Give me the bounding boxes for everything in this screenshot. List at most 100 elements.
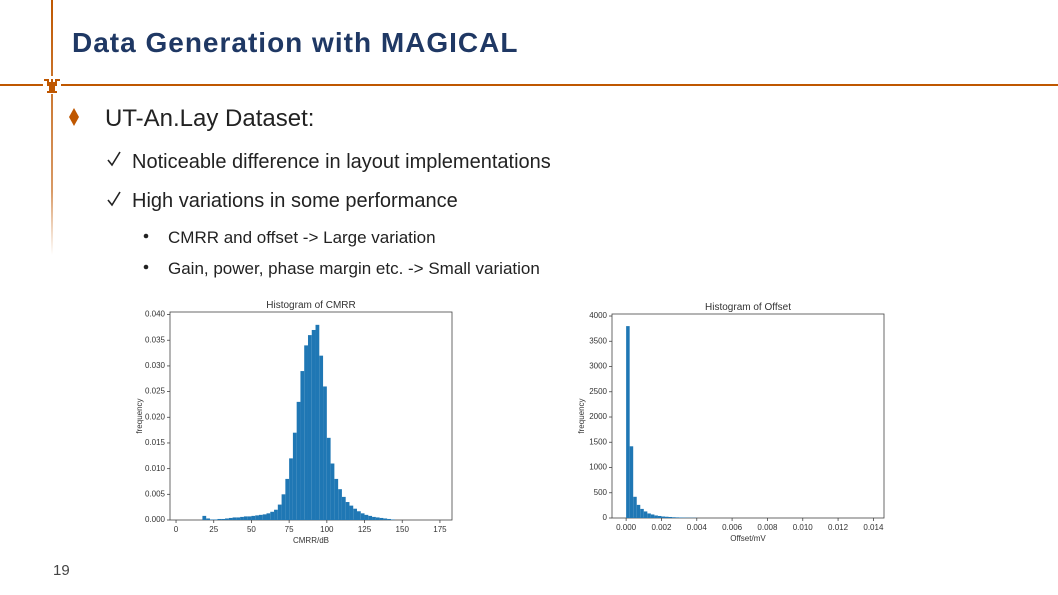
x-tick-label: 0.008 bbox=[757, 523, 778, 532]
histogram-bar bbox=[345, 502, 350, 520]
y-tick-label: 0.000 bbox=[145, 515, 166, 524]
histogram-bar bbox=[661, 516, 665, 518]
chart-title: Histogram of Offset bbox=[705, 302, 791, 313]
histogram-bar bbox=[383, 518, 388, 520]
y-tick-label: 2500 bbox=[589, 387, 607, 396]
histogram-bar bbox=[236, 517, 241, 520]
histogram-bar bbox=[262, 514, 267, 520]
histogram-bar bbox=[626, 326, 630, 518]
check-text: Noticeable difference in layout implemen… bbox=[132, 151, 551, 173]
histogram-bar bbox=[255, 515, 259, 520]
x-tick-label: 50 bbox=[247, 525, 256, 534]
check-text: High variations in some performance bbox=[132, 190, 458, 212]
histogram-bar bbox=[300, 371, 305, 520]
histogram-bar bbox=[296, 401, 301, 520]
y-tick-label: 0.025 bbox=[145, 387, 166, 396]
histogram-bar bbox=[360, 513, 365, 520]
histogram-bar bbox=[368, 515, 373, 520]
bullet-icon bbox=[69, 108, 79, 126]
histogram-bar bbox=[217, 518, 222, 520]
histogram-bar bbox=[647, 513, 651, 518]
y-tick-label: 0.030 bbox=[145, 361, 166, 370]
histogram-bar bbox=[353, 508, 357, 520]
histogram-bar bbox=[372, 516, 376, 520]
y-axis-label: frequency bbox=[135, 398, 144, 433]
histogram-bar bbox=[270, 511, 275, 520]
y-tick-label: 0.035 bbox=[145, 335, 166, 344]
x-tick-label: 150 bbox=[396, 525, 410, 534]
bullet-text: UT-An.Lay Dataset: bbox=[105, 105, 314, 132]
logo bbox=[43, 76, 61, 94]
histogram-bar bbox=[315, 324, 320, 520]
histogram-bar bbox=[304, 345, 308, 520]
histogram-bar bbox=[379, 517, 384, 520]
histogram-bar bbox=[668, 516, 673, 518]
y-tick-label: 500 bbox=[594, 488, 608, 497]
histogram-bar bbox=[643, 511, 648, 518]
x-tick-label: 125 bbox=[358, 525, 372, 534]
histogram-bar bbox=[672, 517, 676, 518]
x-tick-label: 100 bbox=[320, 525, 334, 534]
histogram-chart: 0 25 50 75 100 125 150 175 0.000 0.005 0.010 0.015 0… bbox=[135, 300, 453, 545]
y-tick-label: 1000 bbox=[589, 463, 607, 472]
histogram-bar bbox=[629, 446, 634, 518]
histogram-bar bbox=[657, 515, 662, 518]
histogram-bar bbox=[292, 432, 297, 520]
y-tick-label: 0.020 bbox=[145, 412, 166, 421]
histogram-bar bbox=[251, 515, 256, 520]
rule-line bbox=[0, 84, 1058, 86]
histogram-bar bbox=[387, 518, 391, 520]
histogram-bar bbox=[650, 514, 655, 518]
x-tick-label: 0.004 bbox=[687, 523, 708, 532]
chart-title: Histogram of CMRR bbox=[266, 300, 355, 311]
histogram-bar bbox=[349, 505, 354, 520]
x-tick-label: 0.012 bbox=[828, 523, 849, 532]
y-tick-label: 0.015 bbox=[145, 438, 166, 447]
histogram-bar bbox=[209, 519, 214, 520]
histogram-bar bbox=[225, 518, 229, 520]
histogram-bar bbox=[390, 519, 395, 520]
x-axis-label: CMRR/dB bbox=[293, 536, 329, 545]
y-tick-label: 3500 bbox=[589, 336, 607, 345]
histogram-bar bbox=[281, 494, 286, 520]
x-tick-label: 0.002 bbox=[651, 523, 672, 532]
sub-bullet-icon bbox=[143, 233, 149, 239]
histogram-bar bbox=[326, 437, 331, 520]
histogram-bar bbox=[240, 516, 244, 520]
histogram-bar bbox=[323, 386, 327, 520]
histogram-chart: 0.000 0.002 0.004 0.006 0.008 0.010 0.012 0.014… bbox=[577, 302, 885, 543]
x-tick-label: 75 bbox=[285, 525, 294, 534]
x-tick-label: 175 bbox=[433, 525, 447, 534]
histogram-bar bbox=[633, 496, 637, 518]
sub-bullet-text: CMRR and offset -> Large variation bbox=[168, 228, 436, 247]
histogram-bar bbox=[202, 515, 207, 520]
x-tick-label: 25 bbox=[209, 525, 218, 534]
y-tick-label: 4000 bbox=[589, 311, 607, 320]
y-tick-label: 0 bbox=[603, 513, 608, 522]
histogram-bar bbox=[375, 517, 380, 520]
histogram-bar bbox=[285, 478, 290, 520]
histogram-bar bbox=[243, 516, 248, 520]
histogram-bar bbox=[274, 509, 278, 520]
histogram-bar bbox=[247, 516, 252, 520]
histogram-bar bbox=[206, 518, 210, 520]
histogram-bar bbox=[334, 478, 339, 520]
y-axis-label: frequency bbox=[577, 398, 586, 433]
histogram-bar bbox=[330, 463, 335, 520]
sub-bullet-icon bbox=[143, 264, 149, 270]
sub-bullet-text: Gain, power, phase margin etc. -> Small … bbox=[168, 259, 540, 278]
histogram-bar bbox=[654, 515, 658, 518]
histogram-bar bbox=[311, 329, 316, 520]
x-tick-label: 0.006 bbox=[722, 523, 743, 532]
histogram-bar bbox=[319, 355, 324, 520]
histogram-bar bbox=[664, 516, 669, 518]
x-tick-label: 0.000 bbox=[616, 523, 637, 532]
histogram-bar bbox=[213, 519, 218, 520]
y-tick-label: 2000 bbox=[589, 412, 607, 421]
y-tick-label: 0.040 bbox=[145, 310, 166, 319]
x-tick-label: 0 bbox=[174, 525, 179, 534]
y-tick-label: 3000 bbox=[589, 362, 607, 371]
histogram-bar bbox=[640, 508, 644, 518]
histogram-bar bbox=[266, 513, 271, 520]
